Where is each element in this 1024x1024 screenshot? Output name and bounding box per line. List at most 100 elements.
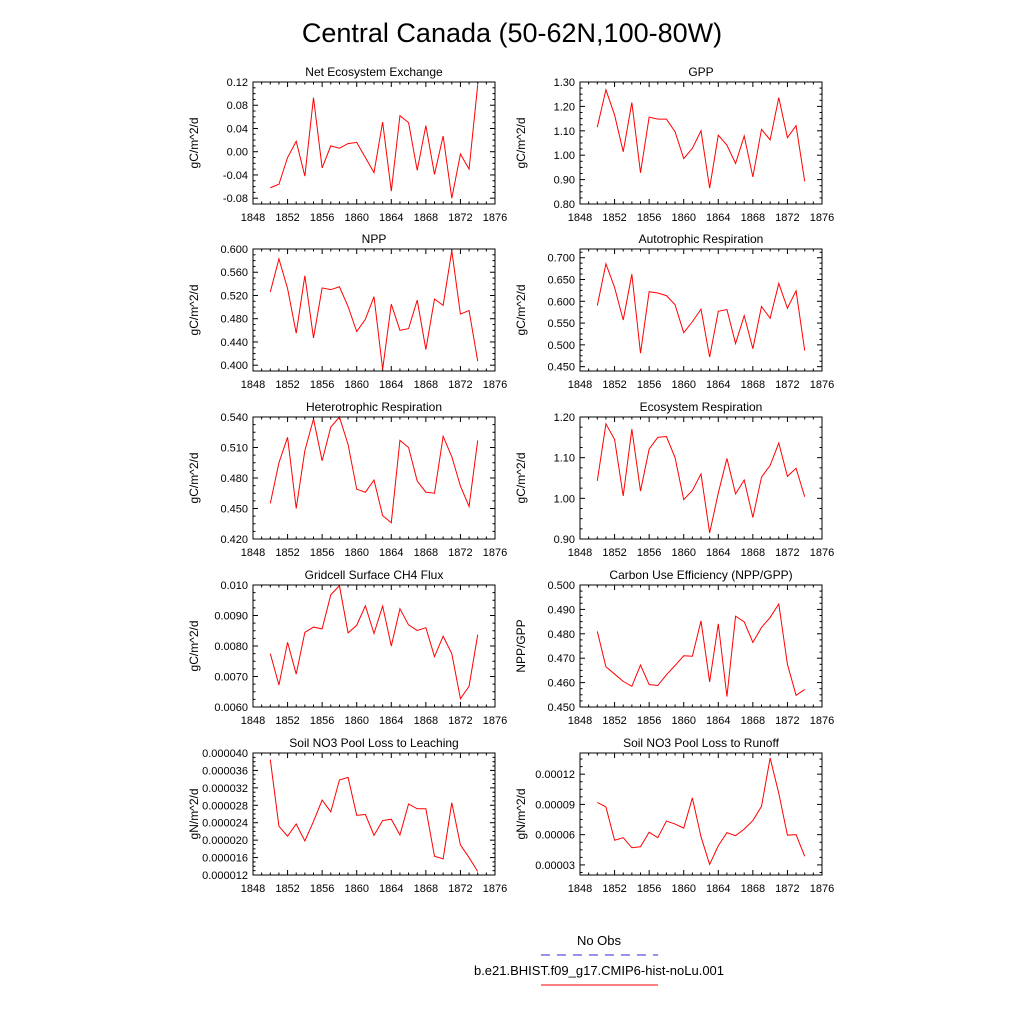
x-tick-label: 1864	[379, 883, 403, 895]
x-tick-label: 1876	[810, 379, 834, 391]
x-tick-label: 1848	[241, 883, 265, 895]
plot-frame	[579, 81, 823, 205]
x-tick-label: 1864	[706, 212, 730, 224]
x-tick-label: 1864	[379, 715, 403, 727]
panel-5: Heterotrophic Respiration gC/m^2/d 1848 185…	[187, 400, 507, 559]
x-tick-label: 1872	[448, 883, 472, 895]
y-axis-label: gC/m^2/d	[187, 285, 201, 336]
y-tick-label: 0.04	[227, 123, 248, 135]
x-tick-label: 1876	[483, 883, 507, 895]
x-tick-label: 1860	[671, 547, 695, 559]
plot-frame	[252, 752, 496, 876]
y-axis-label: NPP/GPP	[514, 619, 528, 672]
plot-frame	[252, 584, 496, 708]
x-tick-label: 1872	[448, 715, 472, 727]
y-tick-label: 0.480	[220, 314, 248, 326]
plot-frame	[252, 81, 496, 205]
y-tick-label: -0.04	[223, 170, 248, 182]
y-tick-label: 0.000016	[202, 853, 248, 865]
x-tick-label: 1876	[810, 212, 834, 224]
x-tick-label: 1856	[637, 715, 661, 727]
series-line	[596, 261, 806, 358]
y-tick-label: 0.550	[547, 318, 575, 330]
series-line	[269, 584, 479, 701]
y-tick-label: 0.12	[227, 77, 248, 89]
y-tick-label: 0.450	[220, 504, 248, 516]
x-tick-label: 1856	[310, 715, 334, 727]
x-tick-label: 1848	[568, 715, 592, 727]
series-line	[597, 757, 806, 866]
y-tick-label: 0.90	[554, 175, 575, 187]
x-tick-label: 1868	[741, 212, 765, 224]
x-tick-label: 1860	[671, 883, 695, 895]
y-tick-label: 1.30	[554, 77, 575, 89]
x-tick-label: 1860	[671, 715, 695, 727]
x-tick-label: 1872	[775, 212, 799, 224]
panel-7: Gridcell Surface CH4 Flux gC/m^2/d 1848 185…	[187, 568, 507, 727]
figure-title: Central Canada (50-62N,100-80W)	[302, 18, 722, 48]
y-tick-label: 0.490	[547, 604, 575, 616]
x-tick-label: 1872	[775, 547, 799, 559]
x-tick-label: 1868	[414, 883, 438, 895]
x-tick-label: 1848	[241, 547, 265, 559]
panel-6: Ecosystem Respiration gC/m^2/d 1848 1852 185…	[514, 400, 834, 559]
x-tick-label: 1868	[414, 715, 438, 727]
y-tick-label: 0.00003	[535, 860, 575, 872]
y-tick-label: 0.440	[220, 337, 248, 349]
y-tick-label: 0.420	[220, 534, 248, 546]
y-tick-label: 0.400	[220, 360, 248, 372]
x-tick-label: 1868	[741, 547, 765, 559]
y-tick-label: 0.500	[547, 340, 575, 352]
y-tick-label: 0.650	[547, 275, 575, 287]
x-tick-label: 1872	[448, 547, 472, 559]
y-tick-label: 0.0080	[214, 641, 248, 653]
series-line	[269, 250, 479, 370]
y-tick-label: 0.000036	[202, 765, 248, 777]
series-line	[596, 87, 806, 189]
x-tick-label: 1856	[310, 212, 334, 224]
y-axis-label: gC/m^2/d	[187, 118, 201, 169]
x-tick-label: 1852	[275, 547, 299, 559]
panels-group: Net Ecosystem Exchange gC/m^2/d 1848 1852 18…	[187, 65, 834, 895]
panel-title: Soil NO3 Pool Loss to Runoff	[623, 736, 780, 750]
y-tick-label: 0.010	[220, 580, 248, 592]
y-tick-label: 0.540	[220, 412, 248, 424]
x-tick-label: 1856	[637, 212, 661, 224]
x-tick-label: 1868	[741, 715, 765, 727]
y-tick-label: 0.600	[547, 296, 575, 308]
x-tick-label: 1864	[706, 547, 730, 559]
x-tick-label: 1852	[275, 379, 299, 391]
x-tick-label: 1852	[275, 883, 299, 895]
y-tick-label: 0.00006	[535, 830, 575, 842]
series-line	[596, 602, 805, 697]
plot-frame	[252, 248, 496, 372]
y-tick-label: 1.20	[554, 101, 575, 113]
x-tick-label: 1860	[344, 379, 368, 391]
x-tick-label: 1852	[275, 715, 299, 727]
x-tick-label: 1868	[741, 379, 765, 391]
y-tick-label: 0.00	[227, 147, 248, 159]
x-tick-label: 1848	[241, 212, 265, 224]
y-tick-label: 0.480	[547, 629, 575, 641]
legend-obs-label: No Obs	[577, 933, 622, 948]
panel-title: Autotrophic Respiration	[639, 232, 764, 246]
x-tick-label: 1872	[775, 883, 799, 895]
y-tick-label: 0.560	[220, 267, 248, 279]
y-axis-label: gC/m^2/d	[187, 453, 201, 504]
y-tick-label: 0.00009	[535, 799, 575, 811]
y-tick-label: 0.450	[547, 702, 575, 714]
y-axis-label: gC/m^2/d	[514, 118, 528, 169]
series-line	[269, 415, 479, 524]
panel-title: Heterotrophic Respiration	[306, 400, 442, 414]
x-tick-label: 1868	[414, 547, 438, 559]
x-tick-label: 1876	[483, 212, 507, 224]
x-tick-label: 1860	[344, 883, 368, 895]
x-tick-label: 1872	[775, 715, 799, 727]
y-tick-label: 0.0060	[214, 702, 248, 714]
y-tick-label: 1.00	[554, 493, 575, 505]
x-tick-label: 1872	[448, 212, 472, 224]
x-tick-label: 1872	[448, 379, 472, 391]
x-tick-label: 1868	[741, 883, 765, 895]
panel-10: Soil NO3 Pool Loss to Runoff gN/m^2/d 1848…	[514, 736, 834, 895]
y-tick-label: 0.000020	[202, 835, 248, 847]
